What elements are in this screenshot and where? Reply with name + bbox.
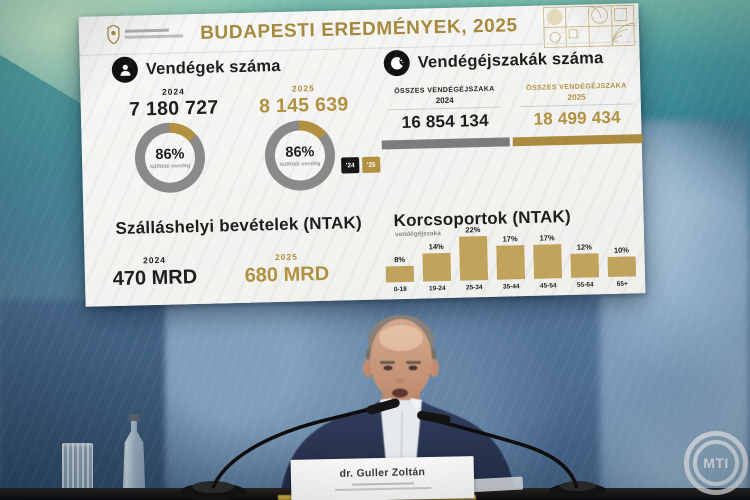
speaker-nameplate: dr. Guller Zoltán <box>290 456 475 500</box>
moon-night-icon <box>383 49 411 77</box>
geometric-pattern-decoration <box>543 4 635 48</box>
guest-person-icon <box>111 56 139 84</box>
left-mic-gooseneck <box>211 407 372 489</box>
nameplate-org-blurred <box>334 486 431 492</box>
water-bottle <box>122 418 146 500</box>
guests-section-heading: Vendégek száma <box>111 53 281 84</box>
mti-watermark: MTI <box>684 431 748 495</box>
left-mic-capsule <box>366 398 400 415</box>
results-slide: BUDAPESTI EREDMÉNYEK, 2025 Vendégek szám… <box>78 3 646 307</box>
slide-logo <box>107 23 184 45</box>
nights-section-heading: Vendégéjszakák száma <box>383 45 604 77</box>
crest-logo-icon <box>107 24 120 45</box>
speaker-name: dr. Guller Zoltán <box>339 466 426 480</box>
bottle-cap <box>129 414 139 421</box>
right-mic-capsule <box>417 410 451 425</box>
water-glass <box>62 443 93 495</box>
nameplate-subtitle-blurred <box>351 482 414 486</box>
speaker-mouth <box>392 388 408 398</box>
right-mic-gooseneck <box>437 419 579 489</box>
mti-watermark-text: MTI <box>703 455 729 471</box>
